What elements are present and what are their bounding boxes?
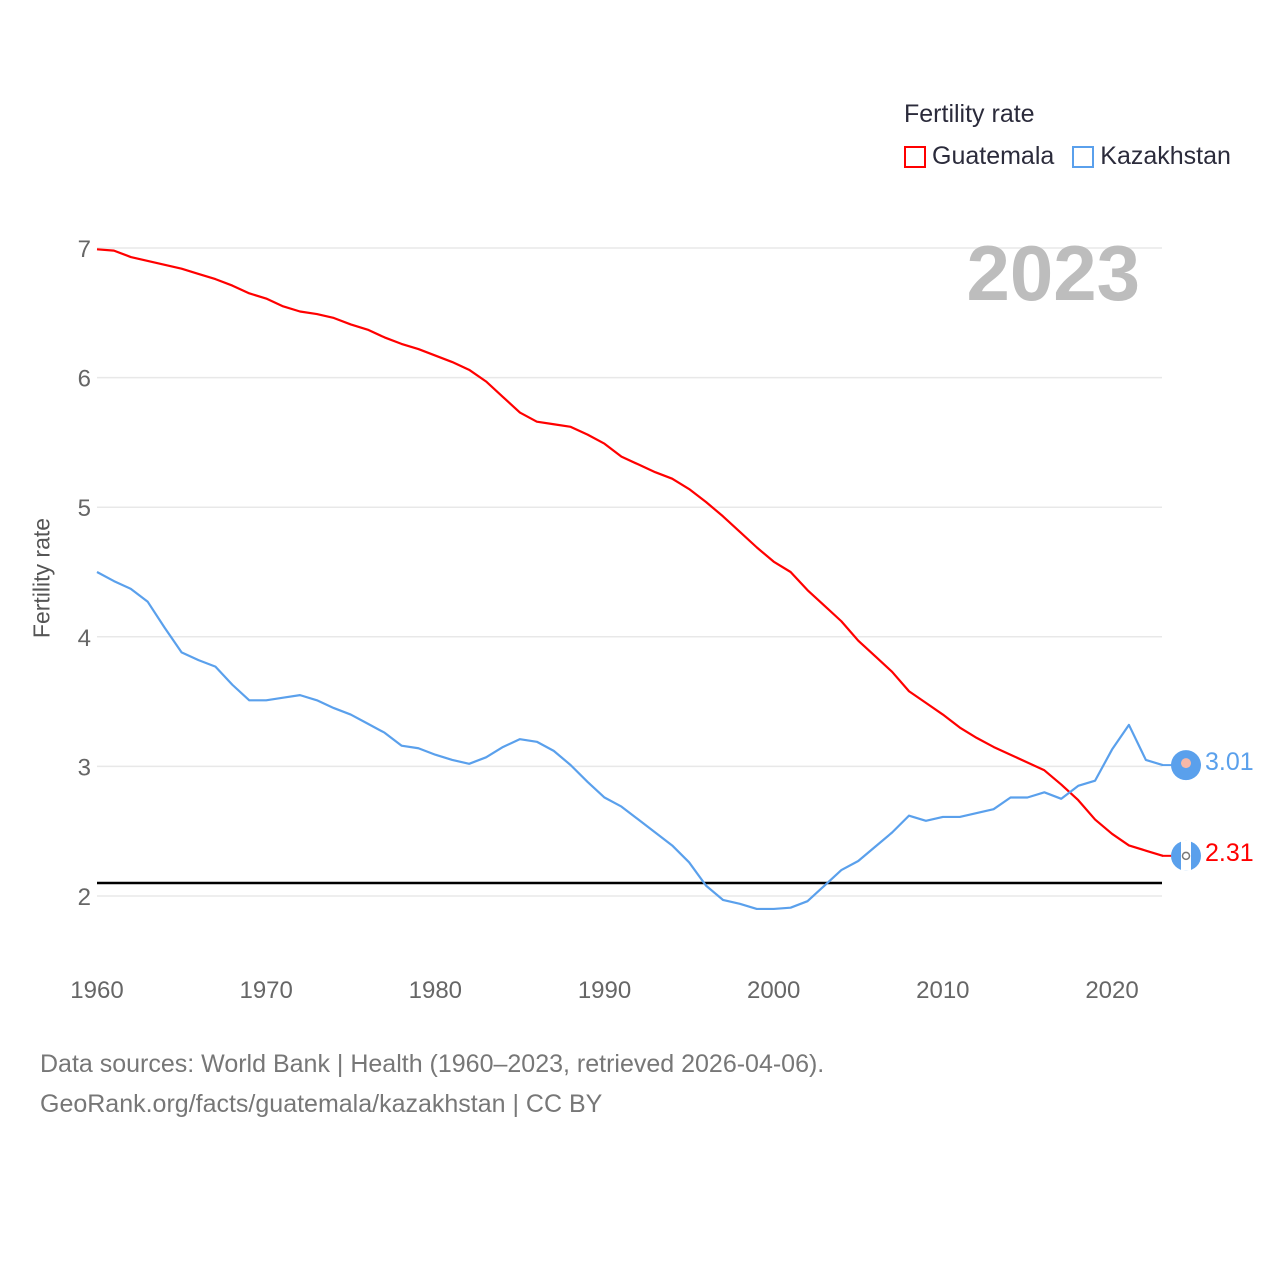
x-tick-label: 1990 [578,977,631,1004]
x-tick-label: 1980 [409,977,462,1004]
x-tick-label: 1970 [239,977,292,1004]
x-tick-label: 2000 [747,977,800,1004]
legend-item-guatemala[interactable]: Guatemala [904,142,1054,171]
flag-stripe [1181,840,1191,871]
legend-swatch-kazakhstan [1072,145,1095,168]
y-tick-label: 3 [78,754,91,781]
x-tick-label: 2020 [1085,977,1138,1004]
flag-sun-icon [1181,758,1191,769]
x-tick-label: 2010 [916,977,969,1004]
end-label-guatemala: 2.31 [1205,839,1254,867]
footer: Data sources: World Bank | Health (1960–… [40,1044,824,1124]
flag-emblem-icon [1181,851,1191,861]
end-label-kazakhstan: 3.01 [1205,748,1254,776]
series-line-guatemala [96,248,1164,857]
y-axis-label: Fertility rate [28,517,55,639]
legend: Guatemala Kazakhstan [904,142,1231,171]
source-link[interactable]: GeoRank.org/facts/guatemala/kazakhstan |… [40,1090,603,1118]
legend-title: Fertility rate [904,100,1035,128]
series-line-kazakhstan [96,571,1164,911]
year-display: 2023 [966,229,1140,317]
legend-label: Guatemala [932,142,1055,170]
y-tick-label: 6 [78,366,91,393]
legend-item-kazakhstan[interactable]: Kazakhstan [1072,142,1231,171]
y-tick-label: 2 [78,884,91,911]
legend-swatch-guatemala [904,145,926,168]
data-source-text: Data sources: World Bank | Health (1960–… [40,1050,825,1078]
y-tick-label: 7 [78,236,91,263]
x-tick-label: 1960 [70,977,123,1004]
legend-label: Kazakhstan [1100,142,1231,170]
y-tick-label: 5 [78,495,91,522]
y-tick-label: 4 [78,625,91,652]
